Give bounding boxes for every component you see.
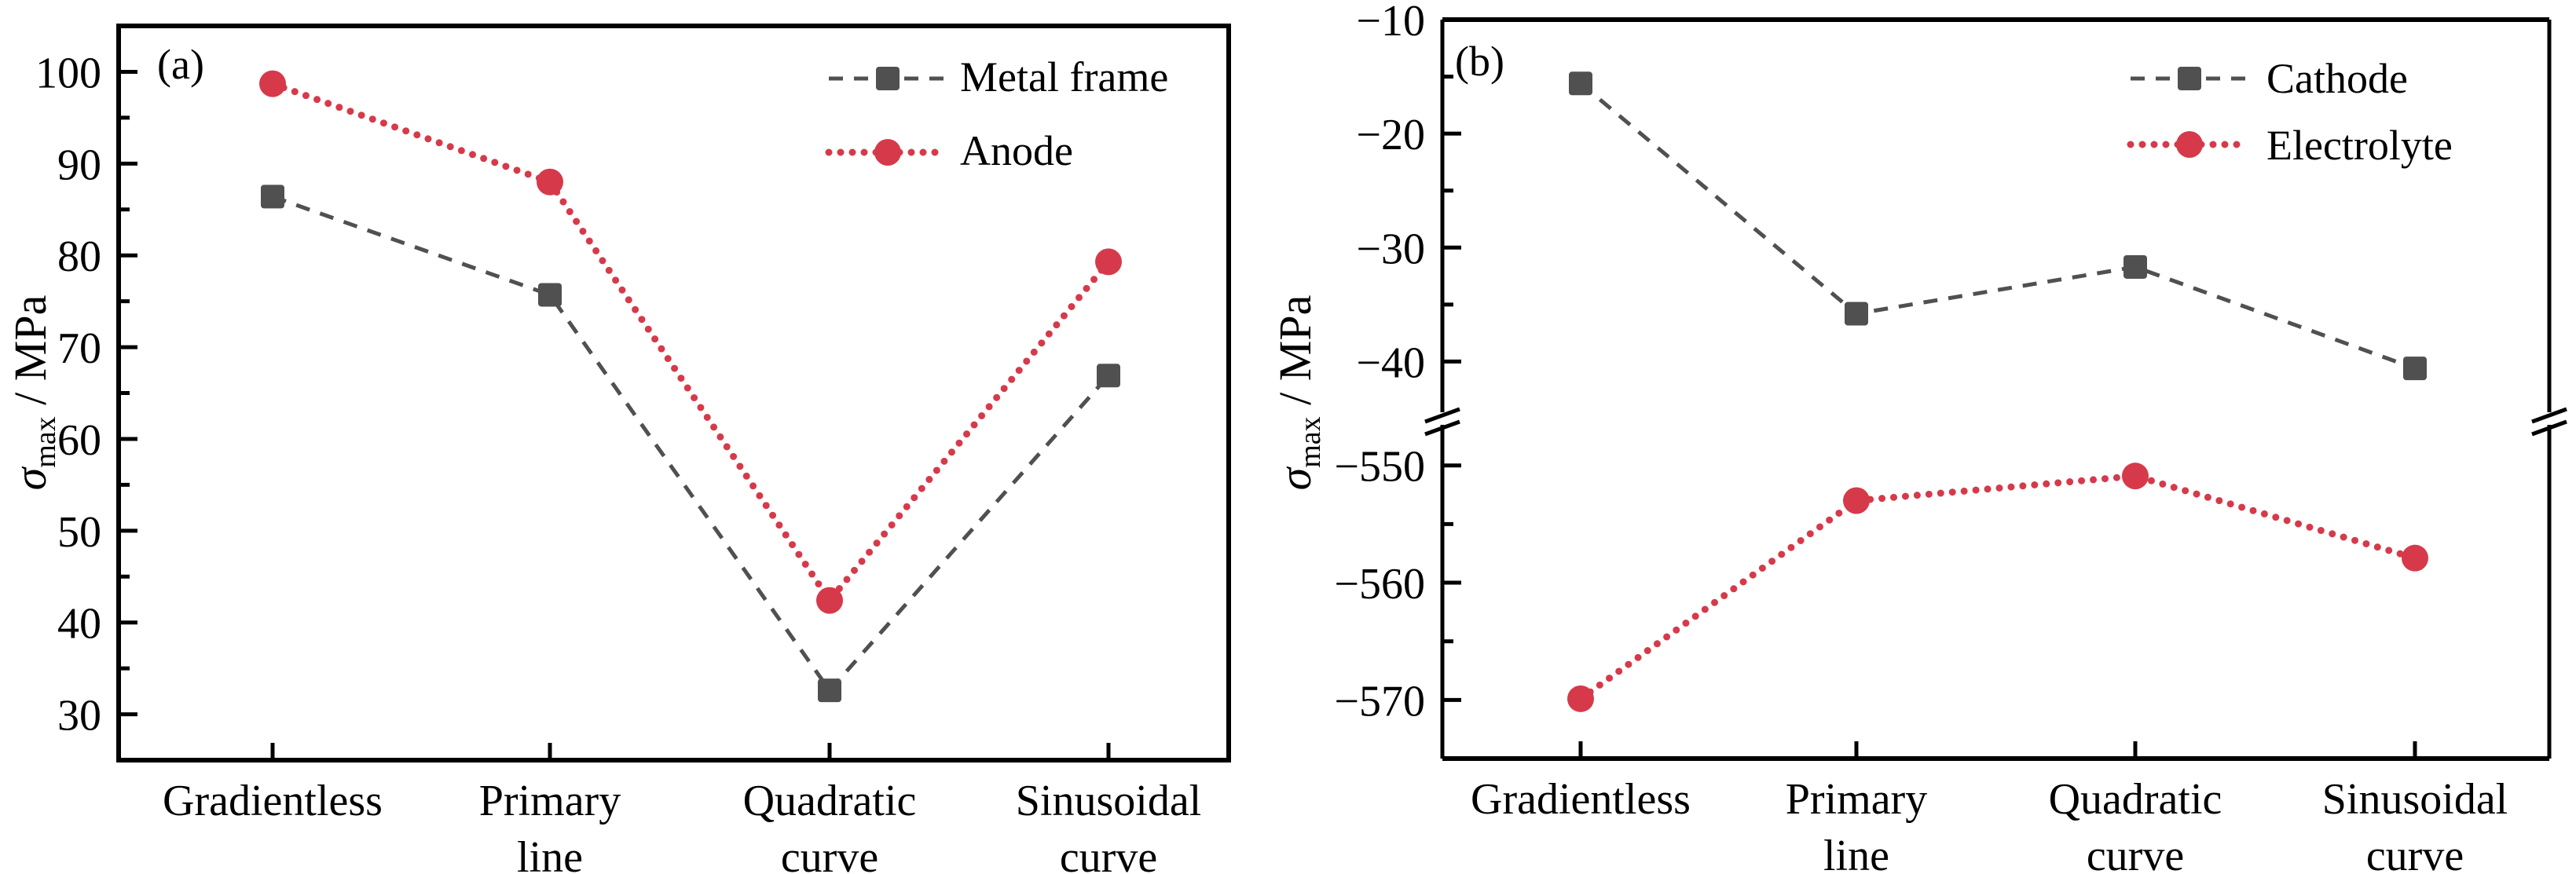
legend-marker-metal-frame	[876, 67, 900, 90]
data-point-cathode	[2403, 357, 2427, 381]
ylabel-symbol: σ	[5, 466, 56, 490]
legend-marker-cathode	[2178, 67, 2201, 90]
series-line-cathode	[1579, 82, 2416, 371]
y-tick-label-a: 100	[35, 49, 101, 97]
data-point-anode	[537, 168, 563, 196]
legend-label-cathode: Cathode	[2266, 55, 2408, 102]
x-tick-label-b: Gradientless	[1471, 775, 1691, 824]
axis-break-mark-b	[1424, 407, 1460, 424]
data-point-metal-frame	[261, 185, 284, 209]
x-tick-label-b: curve	[2087, 832, 2184, 874]
panel-b-marks: −10 −20 −30 −40 −550 −560 −570 Gradientless Prim…	[1334, 0, 2567, 874]
series-line-metal-frame	[272, 195, 1110, 694]
panel-b: −10 −20 −30 −40 −550 −560 −570 Gradientless Prim…	[1270, 0, 2567, 874]
y-tick-label-a: 50	[57, 508, 101, 557]
y-tick-label-b: −560	[1334, 560, 1425, 609]
x-tick-label-a: curve	[781, 833, 878, 874]
panel-a-ylabel: σmax / MPa	[5, 295, 62, 491]
legend-item-cathode	[2131, 67, 2248, 90]
x-tick-label-b: Primary	[1786, 775, 1927, 824]
axis-break-mark-b	[2531, 407, 2567, 424]
data-point-cathode	[2123, 254, 2147, 279]
data-point-anode	[259, 70, 286, 97]
panel-b-legend: Cathode Electrolyte	[2127, 55, 2453, 169]
panel-a-label: (a)	[157, 41, 204, 88]
y-tick-label-b: −550	[1334, 443, 1425, 492]
data-point-metal-frame	[538, 283, 562, 307]
panel-a: 30 40 50 60 70 80 90 100 Gradientless Primary line…	[5, 24, 1231, 874]
legend-marker-electrolyte	[2176, 131, 2203, 158]
ylabel-symbol: σ	[1270, 466, 1321, 490]
y-tick-label-b: −570	[1334, 677, 1425, 726]
ylabel-subscript: max	[1294, 416, 1327, 467]
panel-a-legend: Metal frame Anode	[825, 53, 1168, 174]
x-tick-label-a: line	[517, 833, 583, 874]
x-tick-label-b: line	[1823, 832, 1889, 874]
x-tick-label-a: Primary	[479, 777, 621, 825]
x-tick-label-a: Quadratic	[743, 777, 917, 825]
ylabel-unit: / MPa	[5, 295, 56, 417]
legend-item-electrolyte	[2127, 131, 2252, 158]
data-point-electrolyte	[2402, 544, 2428, 572]
legend-marker-anode	[874, 139, 901, 166]
data-point-electrolyte	[1567, 685, 1594, 712]
y-tick-label-a: 40	[57, 600, 101, 649]
ylabel-subscript: max	[29, 416, 62, 467]
panel-a-marks: 30 40 50 60 70 80 90 100 Gradientless Primary line…	[35, 24, 1231, 874]
panel-b-ylabel: σmax / MPa	[1270, 295, 1327, 491]
x-tick-label-b: Quadratic	[2049, 775, 2222, 824]
y-tick-label-b: −20	[1356, 111, 1425, 159]
x-tick-label-a: curve	[1060, 833, 1157, 874]
y-tick-label-a: 30	[57, 692, 101, 741]
panel-b-label: (b)	[1455, 38, 1504, 85]
legend-label-anode: Anode	[960, 127, 1073, 174]
legend-label-metal-frame: Metal frame	[960, 53, 1168, 101]
x-tick-label-a: Gradientless	[163, 777, 383, 825]
y-axis-title-a: σmax / MPa	[5, 295, 62, 491]
x-tick-label-b: curve	[2366, 832, 2464, 874]
data-point-metal-frame	[1097, 364, 1120, 388]
series-line-electrolyte	[1577, 472, 2419, 703]
y-axis-title-b: σmax / MPa	[1270, 295, 1327, 491]
y-tick-label-a: 70	[57, 324, 101, 373]
y-tick-label-a: 80	[57, 232, 101, 281]
data-point-anode	[816, 587, 843, 614]
legend-item-metal-frame	[829, 67, 947, 90]
legend-item-anode	[825, 139, 951, 166]
y-tick-label-b: −30	[1356, 225, 1425, 273]
data-point-electrolyte	[1843, 487, 1870, 514]
data-point-electrolyte	[2122, 463, 2149, 490]
x-tick-label-b: Sinusoidal	[2322, 775, 2508, 824]
axis-break-mark-b	[1424, 419, 1460, 437]
y-tick-label-b: −40	[1356, 338, 1425, 387]
data-point-metal-frame	[818, 678, 841, 703]
ylabel-unit: / MPa	[1270, 295, 1321, 417]
y-tick-label-b: −10	[1356, 0, 1425, 46]
x-tick-label-a: Sinusoidal	[1016, 777, 1201, 825]
legend-label-electrolyte: Electrolyte	[2266, 122, 2453, 169]
data-point-anode	[1095, 248, 1122, 276]
data-point-cathode	[1569, 71, 1592, 96]
y-tick-label-a: 90	[57, 141, 101, 189]
data-point-cathode	[1845, 302, 1868, 326]
y-tick-label-a: 60	[57, 416, 101, 465]
axis-break-mark-b	[2531, 419, 2567, 437]
